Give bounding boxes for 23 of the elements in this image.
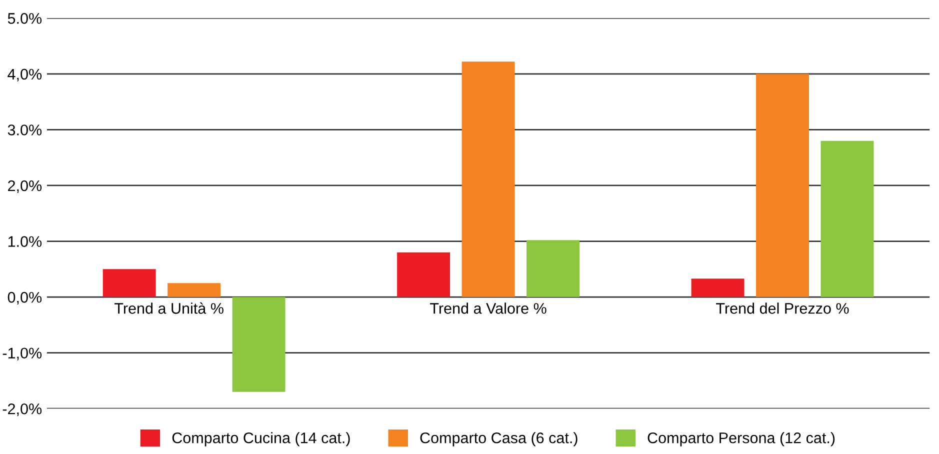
y-tick-label: 1.0% [8, 236, 42, 247]
bar [232, 297, 286, 392]
y-tick-label: 3.0% [8, 124, 42, 136]
legend-label: Comparto Persona (12 cat.) [648, 432, 835, 446]
bar [526, 240, 580, 298]
y-tick-label: -1,0% [2, 348, 42, 360]
bar [756, 74, 809, 298]
bar [820, 140, 874, 298]
bar [397, 252, 450, 298]
bar [102, 269, 156, 298]
y-tick-label: 4,0% [8, 68, 42, 82]
legend-label: Comparto Cucina (14 cat.) [172, 432, 350, 446]
x-tick-label: Trend del Prezzo % [716, 302, 849, 314]
x-tick-label: Trend a Unità % [114, 302, 224, 314]
x-tick-label: Trend a Valore % [430, 302, 546, 314]
y-tick-label: 0,0% [8, 292, 42, 305]
y-tick-label: -2,0% [2, 403, 42, 416]
y-tick-label: 2,0% [8, 180, 42, 193]
bar [462, 62, 515, 298]
legend-label: Comparto Casa (6 cat.) [420, 432, 578, 446]
y-tick-label: 5.0% [8, 13, 42, 24]
bar [691, 278, 744, 298]
bar [168, 283, 221, 298]
